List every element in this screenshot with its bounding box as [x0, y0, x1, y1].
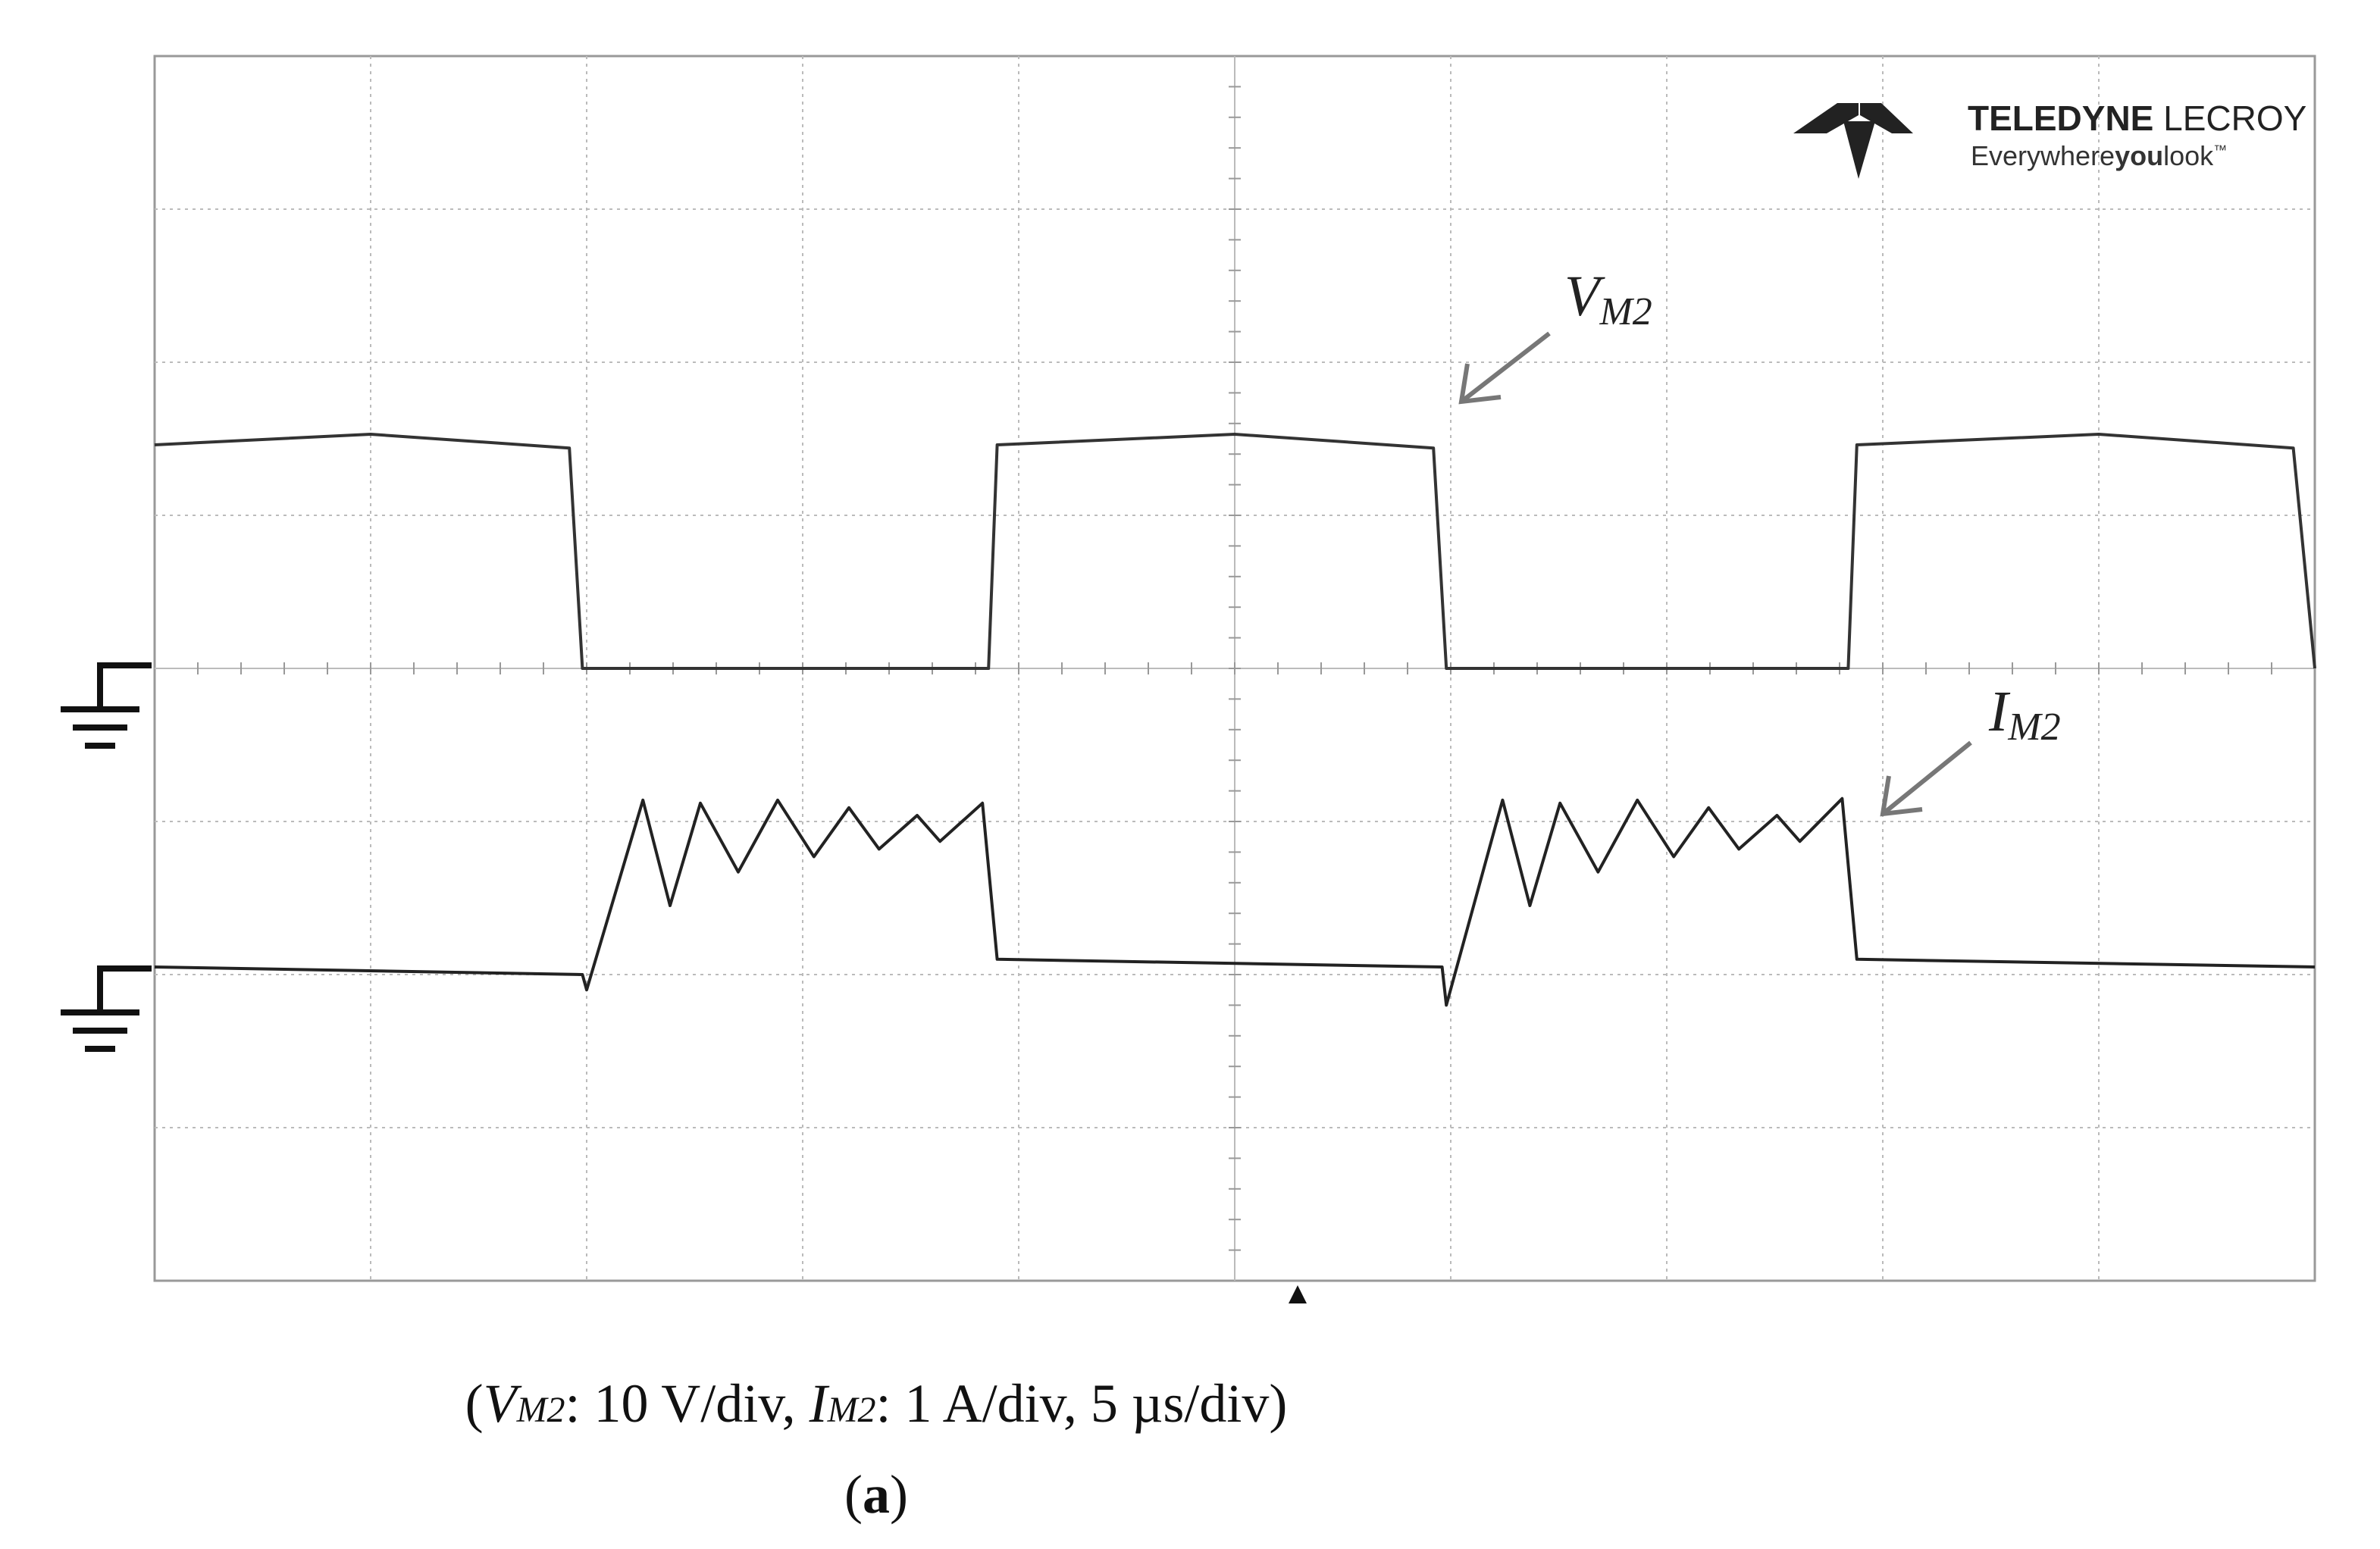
- caption-part: (: [465, 1373, 484, 1434]
- traces: [154, 433, 2316, 1007]
- annotation-sub: M2: [1599, 290, 1652, 333]
- caption-part: V: [484, 1373, 522, 1434]
- annotation-sub: M2: [2007, 706, 2060, 749]
- logo-tm: ™: [2213, 142, 2227, 158]
- annotation-i: IM2: [1988, 680, 2061, 749]
- logo-brand-bold: TELEDYNE: [1968, 99, 2153, 138]
- arrow-i: [1880, 740, 1972, 817]
- logo-tag: Everywhere: [1971, 140, 2115, 171]
- caption-part: : 1 A/div, 5 µs/div): [876, 1373, 1288, 1434]
- logo-brand: TELEDYNE LECROY: [1968, 99, 2306, 138]
- trace: [154, 433, 2316, 670]
- panel-label: (a): [844, 1464, 908, 1525]
- annotation-v: VM2: [1564, 264, 1652, 333]
- arrow-v: [1458, 331, 1551, 405]
- trace: [154, 796, 2316, 1007]
- caption: (VM2: 10 V/div, IM2: 1 A/div, 5 µs/div): [465, 1373, 1288, 1434]
- logo-tag: you: [2115, 140, 2163, 171]
- grid: [155, 56, 2315, 1281]
- caption-part: M2: [516, 1390, 565, 1430]
- panel-paren: (: [844, 1464, 863, 1525]
- logo-brand-light: LECROY: [2163, 99, 2306, 138]
- caption-part: M2: [827, 1390, 876, 1430]
- annotation-main: I: [1988, 680, 2011, 743]
- logo: TELEDYNE LECROY Everywhereyoulook™: [1793, 99, 2306, 179]
- panel-letter: a: [863, 1464, 890, 1525]
- ground-marker-i: [61, 965, 152, 1052]
- logo-tag: look: [2163, 140, 2214, 171]
- caption-part: I: [809, 1373, 830, 1434]
- annotation-main: V: [1564, 264, 1605, 328]
- trigger-marker: [1289, 1285, 1307, 1303]
- caption-part: : 10 V/div,: [565, 1373, 810, 1434]
- logo-tagline: Everywhereyoulook™: [1971, 140, 2227, 171]
- ground-marker-v: [61, 662, 152, 749]
- panel-paren: ): [890, 1464, 908, 1525]
